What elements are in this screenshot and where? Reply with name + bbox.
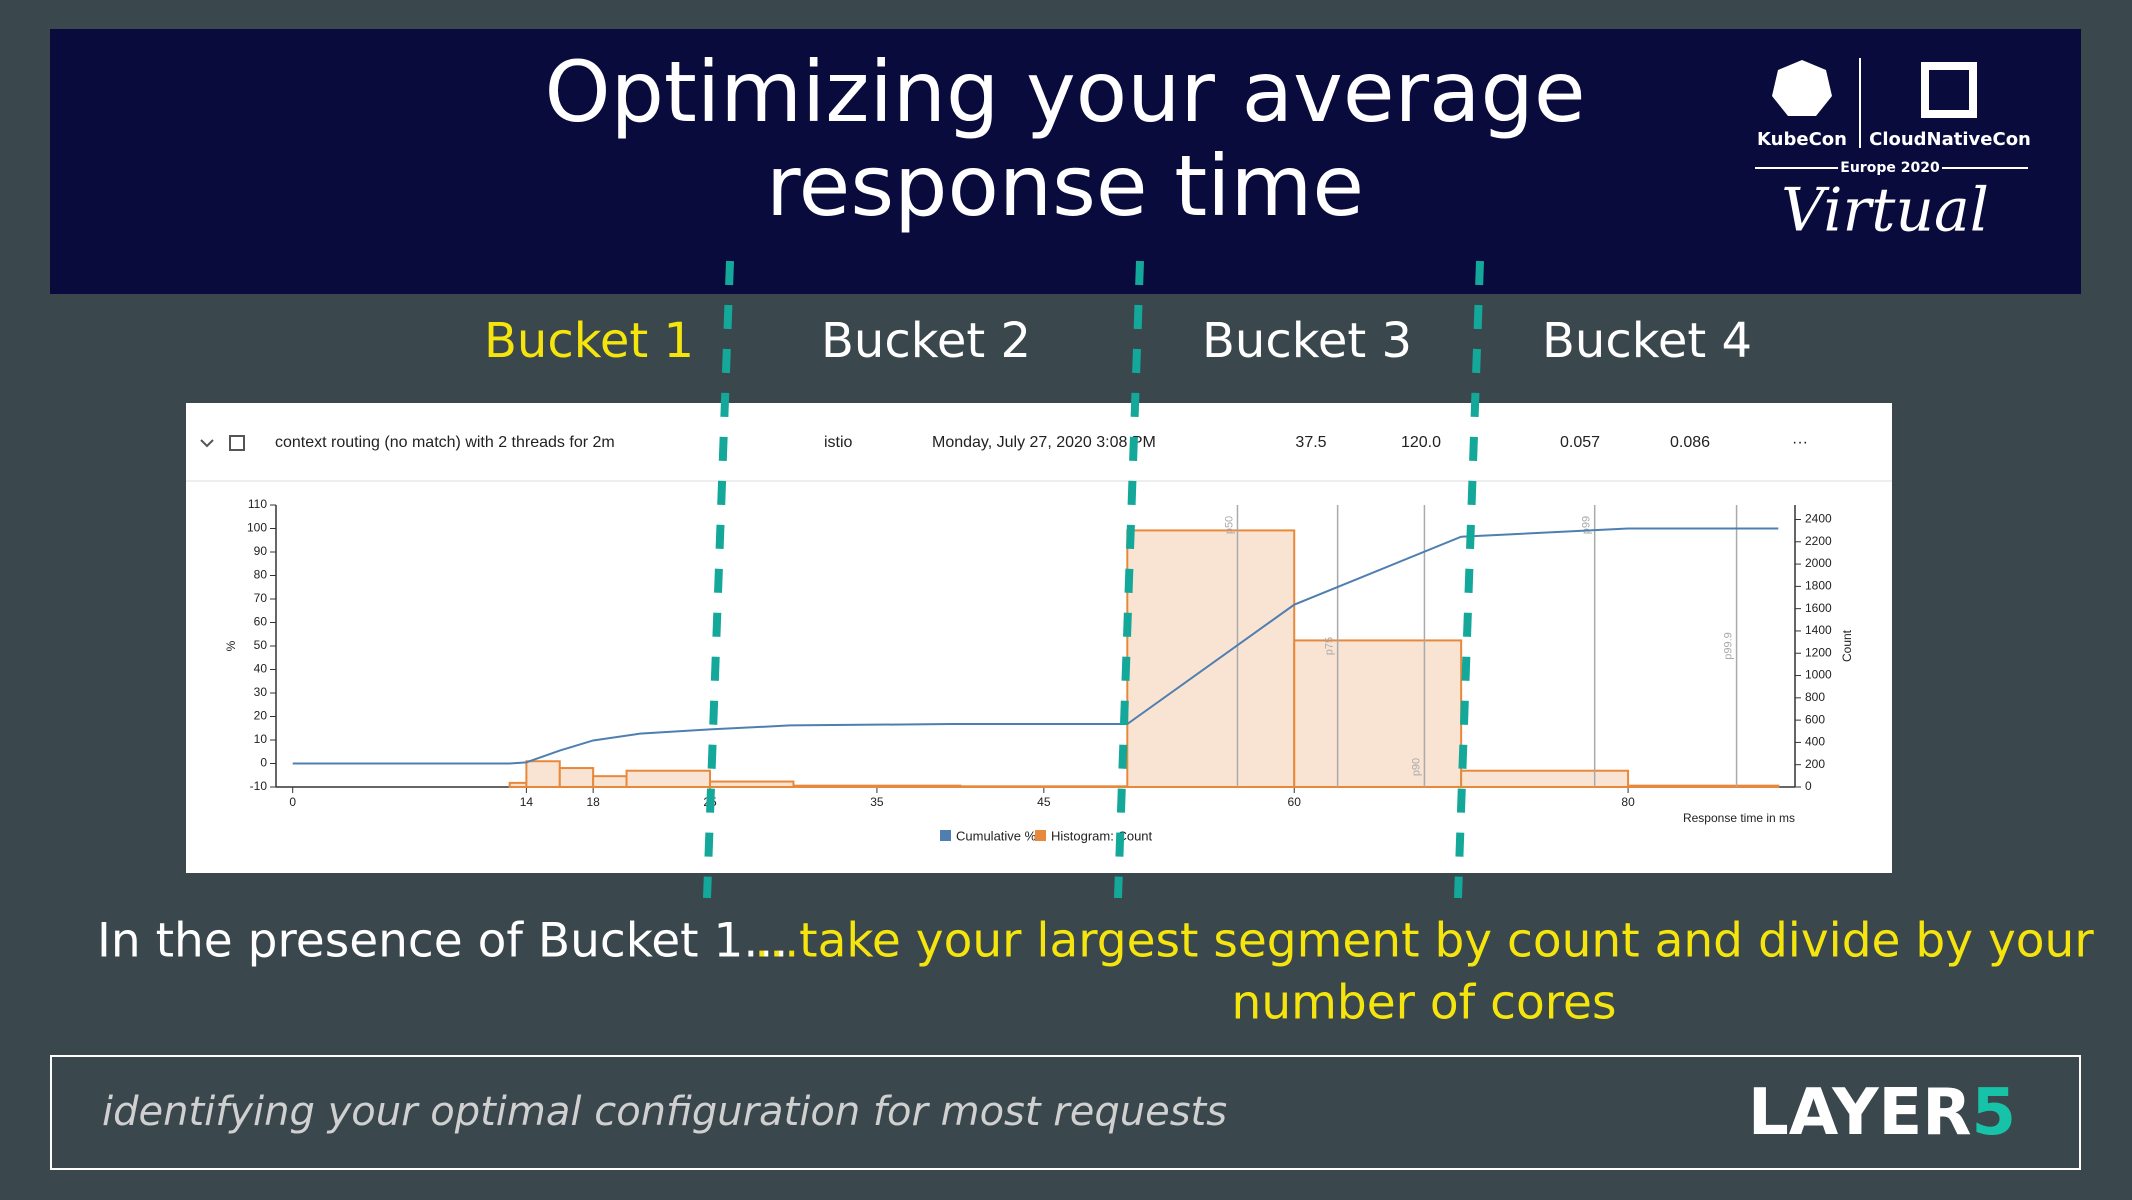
note-left: In the presence of Bucket 1... bbox=[97, 914, 788, 969]
note-right: ...take your largest segment by count an… bbox=[754, 914, 2094, 969]
x-tick-label: 14 bbox=[520, 795, 534, 809]
y-tick-label: 50 bbox=[254, 638, 268, 652]
brand-text: LAYER bbox=[1748, 1076, 1972, 1150]
histogram-bar bbox=[508, 781, 528, 789]
legend-label: Cumulative % bbox=[956, 828, 1037, 843]
brand: LAYER5 bbox=[1748, 1076, 2016, 1150]
row-cell: 0.086 bbox=[1670, 434, 1710, 451]
checkbox[interactable] bbox=[229, 435, 245, 451]
y-tick-label: -10 bbox=[250, 779, 268, 793]
percentile-label: p90 bbox=[1410, 758, 1422, 776]
bucket-label: Bucket 4 bbox=[1542, 313, 1752, 369]
expand-chevron[interactable] bbox=[200, 439, 214, 448]
row-cell: 0.057 bbox=[1560, 434, 1600, 451]
x-tick-label: 80 bbox=[1621, 795, 1635, 809]
logo-text: KubeCon bbox=[1757, 129, 1847, 150]
y-tick-label: 30 bbox=[254, 685, 268, 699]
y2-tick-label: 800 bbox=[1805, 690, 1825, 704]
legend-label: Histogram: Count bbox=[1051, 828, 1153, 843]
y2-tick-label: 1200 bbox=[1805, 645, 1832, 659]
plot: -100102030405060708090100110020040060080… bbox=[224, 497, 1854, 843]
bucket-dividers bbox=[703, 260, 1484, 899]
bucket-label: Bucket 1 bbox=[484, 313, 694, 369]
row-cell: context routing (no match) with 2 thread… bbox=[275, 434, 615, 451]
y-tick-label: 100 bbox=[247, 521, 267, 535]
histogram-bar bbox=[959, 785, 1129, 789]
histogram-bar bbox=[1460, 769, 1630, 789]
y2-tick-label: 2200 bbox=[1805, 534, 1832, 548]
percentile-label: p99.9 bbox=[1722, 632, 1734, 660]
divider bbox=[703, 260, 734, 899]
y2-tick-label: 1000 bbox=[1805, 668, 1832, 682]
y2-tick-label: 2000 bbox=[1805, 556, 1832, 570]
histogram-bar bbox=[792, 784, 962, 789]
y-tick-label: 20 bbox=[254, 709, 268, 723]
row-cell: Monday, July 27, 2020 3:08 PM bbox=[932, 434, 1156, 451]
histogram-bar bbox=[525, 760, 561, 789]
x-tick-label: 0 bbox=[289, 795, 296, 809]
y2-tick-label: 600 bbox=[1805, 712, 1825, 726]
row-cell: istio bbox=[824, 434, 853, 451]
y2-tick-label: 200 bbox=[1805, 757, 1825, 771]
y-tick-label: 70 bbox=[254, 591, 268, 605]
result-row: context routing (no match) with 2 thread… bbox=[275, 434, 1808, 451]
legend-swatch bbox=[940, 830, 951, 841]
y2-axis-label: Count bbox=[1840, 629, 1854, 662]
histogram-bar bbox=[709, 780, 795, 788]
event-logo: KubeCon CloudNativeCon Europe 2020 Virtu… bbox=[1755, 58, 2031, 246]
note-right: number of cores bbox=[1232, 976, 1617, 1031]
y-tick-label: 90 bbox=[254, 544, 268, 558]
x-tick-label: 35 bbox=[870, 795, 884, 809]
histogram-bar bbox=[558, 767, 595, 789]
y-tick-label: 0 bbox=[260, 756, 267, 770]
x-tick-label: 45 bbox=[1037, 795, 1051, 809]
y2-tick-label: 1800 bbox=[1805, 579, 1832, 593]
y-tick-label: 60 bbox=[254, 615, 268, 629]
y-tick-label: 80 bbox=[254, 568, 268, 582]
y2-tick-label: 2400 bbox=[1805, 512, 1832, 526]
footer-box bbox=[50, 1055, 2081, 1170]
y-tick-label: 110 bbox=[248, 497, 267, 511]
y2-tick-label: 400 bbox=[1805, 735, 1825, 749]
legend-swatch bbox=[1035, 830, 1046, 841]
row-cell: ··· bbox=[1792, 434, 1808, 451]
bucket-label: Bucket 2 bbox=[821, 313, 1031, 369]
y2-tick-label: 1400 bbox=[1805, 623, 1832, 637]
footer-caption: identifying your optimal configuration f… bbox=[102, 1089, 1227, 1135]
bucket-label: Bucket 3 bbox=[1202, 313, 1412, 369]
y2-tick-label: 0 bbox=[1805, 779, 1812, 793]
brand-accent: 5 bbox=[1972, 1076, 2017, 1150]
percentile-label: p50 bbox=[1223, 516, 1235, 534]
logo-text: CloudNativeCon bbox=[1869, 129, 2031, 150]
chart-panel: context routing (no match) with 2 thread… bbox=[186, 403, 1892, 873]
title-line: Optimizing your average bbox=[544, 43, 1585, 141]
x-tick-label: 18 bbox=[586, 795, 600, 809]
x-axis-label: Response time in ms bbox=[1683, 811, 1795, 825]
logo-script: Virtual bbox=[1781, 176, 1989, 246]
header-band bbox=[50, 29, 2081, 294]
histogram-bar bbox=[1126, 529, 1296, 788]
y-axis-label: % bbox=[224, 640, 238, 651]
histogram-bar bbox=[625, 769, 711, 789]
divider bbox=[1114, 260, 1144, 899]
cncf-icon bbox=[1921, 62, 1977, 118]
cumulative-line bbox=[292, 527, 1779, 765]
row-cell: 120.0 bbox=[1401, 434, 1441, 451]
kube-icon bbox=[1772, 60, 1832, 116]
x-tick-label: 60 bbox=[1288, 795, 1302, 809]
divider bbox=[1454, 260, 1484, 899]
y-tick-label: 40 bbox=[254, 662, 268, 676]
title-line: response time bbox=[766, 137, 1364, 235]
logo-text: Europe 2020 bbox=[1840, 160, 1940, 176]
percentile-label: p75 bbox=[1324, 637, 1336, 655]
y-tick-label: 10 bbox=[254, 732, 268, 746]
histogram-bar bbox=[1627, 784, 1780, 789]
y2-tick-label: 1600 bbox=[1805, 601, 1832, 615]
histogram-bar bbox=[1293, 639, 1463, 788]
row-cell: 37.5 bbox=[1295, 434, 1326, 451]
bucket-labels: Bucket 1 Bucket 2 Bucket 3 Bucket 4 bbox=[484, 313, 1752, 369]
histogram-bar bbox=[592, 775, 628, 789]
